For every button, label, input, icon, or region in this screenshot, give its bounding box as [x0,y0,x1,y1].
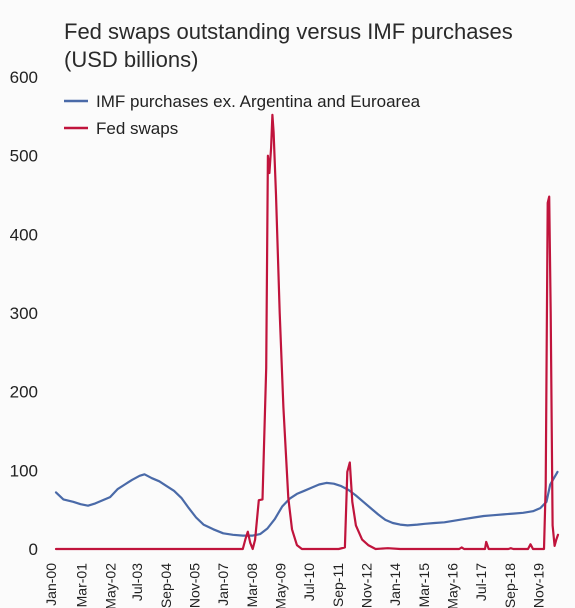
y-axis: 0 100 200 300 400 500 600 [10,68,38,559]
y-tick-label: 600 [10,68,38,87]
x-tick-label: May-16 [444,563,460,608]
y-tick-label: 300 [10,304,38,323]
y-tick-label: 500 [10,147,38,166]
x-tick-label: Nov-05 [186,563,202,608]
x-tick-label: Jan-00 [43,563,59,606]
chart-subtitle: (USD billions) [64,47,199,72]
legend: IMF purchases ex. Argentina and Euroarea… [64,92,421,138]
x-tick-label: Jul-17 [473,563,489,601]
y-tick-label: 0 [29,540,38,559]
legend-label: IMF purchases ex. Argentina and Euroarea [96,92,421,111]
x-tick-label: Jul-03 [129,563,145,601]
x-tick-label: Jan-07 [215,563,231,606]
x-tick-label: Sep-18 [502,563,518,608]
x-tick-label: Mar-08 [244,563,260,608]
chart-title-block: Fed swaps outstanding versus IMF purchas… [64,18,564,74]
legend-label: Fed swaps [96,119,178,138]
x-axis: Jan-00 Mar-01 May-02 Jul-03 Sep-04 Nov-05 Jan-… [43,563,547,608]
x-tick-label: Jan-14 [387,563,403,606]
series-group [54,113,560,551]
series-line-2 [54,113,560,551]
x-tick-label: Jul-10 [301,563,317,601]
y-tick-label: 100 [10,461,38,480]
y-tick-label: 200 [10,383,38,402]
series-line-1 [54,470,559,537]
x-tick-label: Sep-04 [158,563,174,608]
x-tick-label: Mar-01 [74,563,90,608]
x-tick-label: Sep-11 [330,563,346,607]
y-tick-label: 400 [10,225,38,244]
x-tick-label: Nov-19 [531,563,547,608]
x-tick-label: May-09 [272,563,288,608]
x-tick-label: May-02 [102,563,118,608]
x-tick-label: Mar-15 [416,563,432,608]
chart-title: Fed swaps outstanding versus IMF purchas… [64,19,513,44]
x-tick-label: Nov-12 [358,563,374,608]
